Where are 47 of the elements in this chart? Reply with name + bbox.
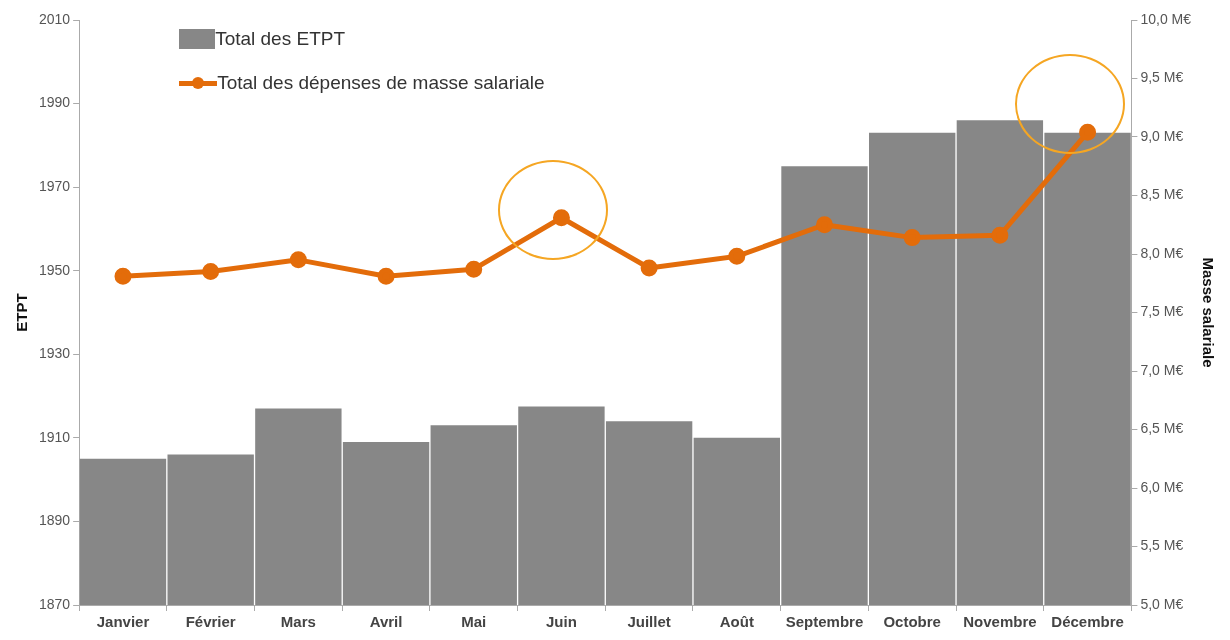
- y-tick-label: 1870: [38, 595, 71, 612]
- y2-tick-label: 7,0 M€: [1140, 361, 1184, 378]
- y2-tick-label: 5,5 M€: [1140, 537, 1184, 554]
- x-tick-label: Novembre: [963, 613, 1037, 631]
- y-tick-label: 2010: [38, 10, 71, 27]
- legend-label: Total des dépenses de masse salariale: [217, 72, 545, 94]
- x-tick-label: Juillet: [627, 613, 671, 631]
- point: [114, 267, 132, 285]
- y-tick-label: 1970: [38, 178, 71, 194]
- point: [1079, 123, 1097, 141]
- point: [465, 260, 483, 278]
- point: [640, 259, 658, 277]
- x-tick-label: Octobre: [883, 613, 941, 631]
- y2-tick-label: 9,0 M€: [1140, 127, 1184, 144]
- y2-tick-label: 10,0 M€: [1140, 10, 1192, 27]
- x-tick-label: Août: [719, 613, 754, 631]
- x-tick-label: Décembre: [1051, 613, 1124, 631]
- y2-tick-label: 6,0 M€: [1140, 478, 1184, 495]
- point: [991, 226, 1009, 244]
- point: [816, 216, 833, 234]
- y-axis-title: ETPT: [13, 293, 31, 332]
- y2-tick-label: 7,5 M€: [1140, 303, 1184, 320]
- x-tick-label: Mai: [461, 613, 487, 631]
- point: [728, 247, 746, 265]
- y2-tick-label: 6,5 M€: [1140, 420, 1184, 437]
- x-tick-label: Janvier: [96, 613, 150, 631]
- point: [377, 267, 395, 285]
- legend-label: Total des ETPT: [215, 28, 346, 50]
- y2-tick-label: 5,0 M€: [1140, 595, 1184, 612]
- x-tick-label: Février: [185, 613, 236, 631]
- y-tick-label: 1990: [38, 94, 71, 111]
- y-tick-label: 1910: [38, 428, 71, 445]
- point: [552, 209, 570, 227]
- y-tick-label: 1930: [38, 345, 71, 362]
- y-tick-label: 1950: [38, 261, 71, 278]
- y2-tick-label: 9,5 M€: [1140, 69, 1184, 86]
- point: [289, 251, 307, 269]
- y2-axis-title: Masse salariale: [1199, 257, 1217, 368]
- point: [202, 263, 220, 281]
- x-tick-label: Mars: [280, 613, 316, 631]
- y2-tick-label: 8,0 M€: [1140, 244, 1184, 261]
- point: [903, 229, 921, 247]
- y-tick-label: 1890: [38, 512, 71, 529]
- x-tick-label: Avril: [369, 613, 403, 631]
- y2-tick-label: 8,5 M€: [1140, 186, 1184, 203]
- x-tick-label: Juin: [546, 613, 577, 631]
- x-tick-label: Septembre: [785, 613, 864, 631]
